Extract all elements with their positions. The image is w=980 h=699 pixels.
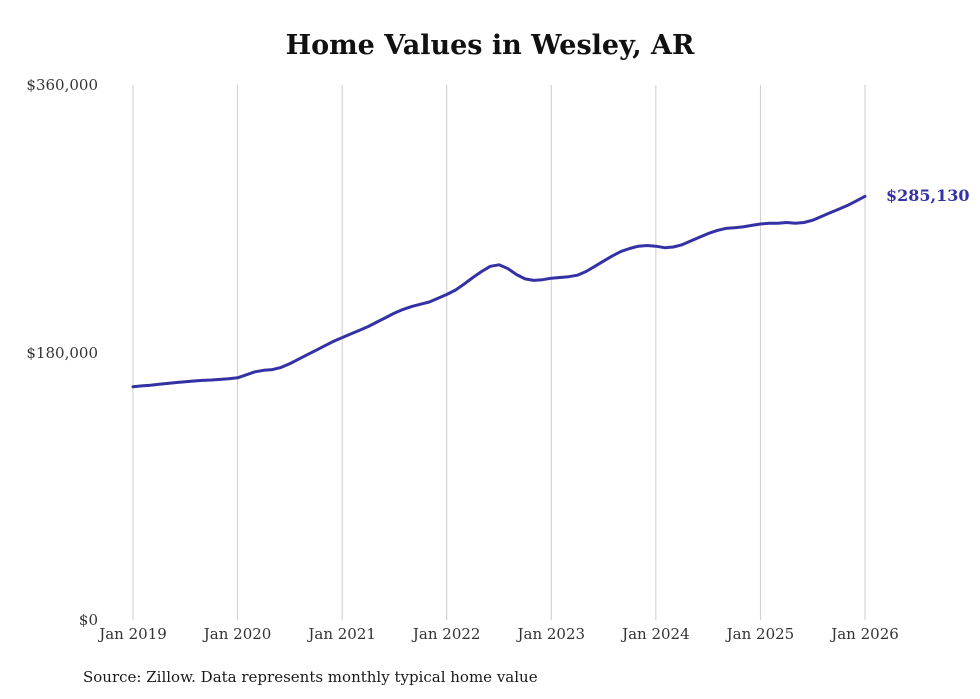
x-axis-label-6: Jan 2025 xyxy=(726,625,795,643)
x-axis-label-1: Jan 2020 xyxy=(203,625,272,643)
y-axis-label-1: $180,000 xyxy=(26,343,98,362)
chart-title: Home Values in Wesley, AR xyxy=(285,30,695,61)
y-axis-label-2: $360,000 xyxy=(26,76,98,94)
x-axis-label-2: Jan 2021 xyxy=(308,625,376,643)
value-line xyxy=(131,194,867,389)
y-axis-label-0: $0 xyxy=(78,611,98,629)
x-axis-label-0: Jan 2019 xyxy=(99,625,167,643)
x-axis-label-4: Jan 2023 xyxy=(517,625,586,643)
end-value-label: $285,130 xyxy=(886,186,970,206)
source-note: Source: Zillow. Data represents monthly … xyxy=(83,668,538,686)
x-axis-label-5: Jan 2024 xyxy=(622,625,690,643)
x-axis-label-3: Jan 2022 xyxy=(412,625,481,643)
x-axis-label-7: Jan 2026 xyxy=(831,625,899,643)
